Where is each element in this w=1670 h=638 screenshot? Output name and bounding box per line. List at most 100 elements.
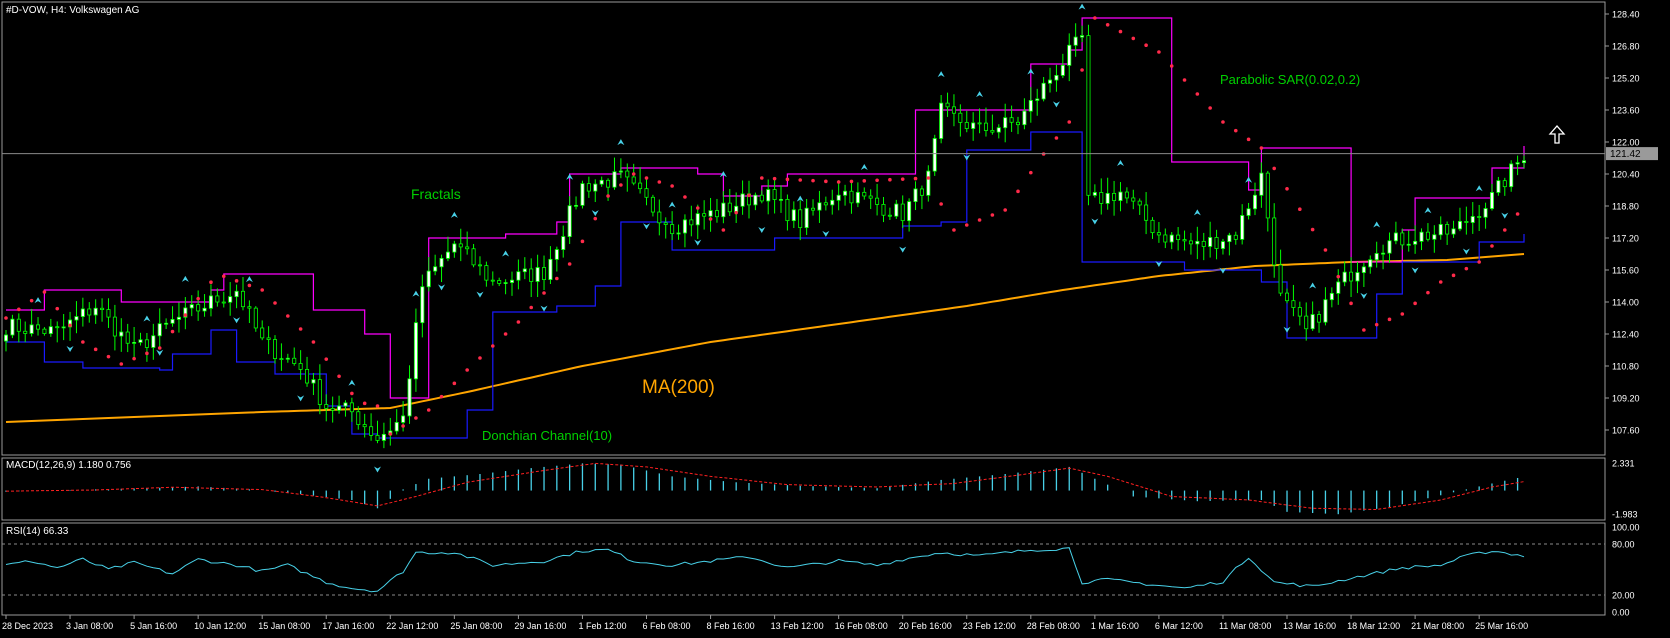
fractal-up-icon xyxy=(412,290,420,297)
price-tick-label: 120.40 xyxy=(1612,170,1640,180)
fractal-down-icon xyxy=(1411,267,1419,274)
sar-dot xyxy=(465,368,469,372)
sar-dot xyxy=(593,216,598,221)
candle xyxy=(798,200,803,241)
candle xyxy=(1272,203,1277,278)
sar-dot xyxy=(1054,136,1059,140)
candle xyxy=(1080,25,1085,43)
candle xyxy=(407,365,412,424)
sar-dot xyxy=(1451,273,1456,278)
sar-dot xyxy=(926,176,931,180)
candle xyxy=(1227,232,1232,256)
sar-dot xyxy=(170,329,175,334)
sar-dot xyxy=(644,176,649,180)
sar-dot xyxy=(1259,146,1264,150)
candle xyxy=(260,320,265,341)
sar-dot xyxy=(836,180,841,184)
main-panel[interactable] xyxy=(1,1,1606,456)
sar-dot xyxy=(1336,274,1341,279)
rsi-tick-label: 20.00 xyxy=(1612,591,1635,601)
fractal-up-icon xyxy=(1078,3,1086,10)
candle xyxy=(1003,103,1008,143)
candle xyxy=(61,314,66,341)
candle xyxy=(1329,287,1334,308)
candle xyxy=(708,197,713,232)
candle xyxy=(151,323,156,360)
symbol-title: #D-VOW, H4: Volkswagen AG xyxy=(6,5,140,16)
sar-dot xyxy=(1298,207,1302,211)
sar-dot xyxy=(708,217,713,221)
time-tick-label: 11 Mar 08:00 xyxy=(1219,621,1271,631)
sar-dot xyxy=(17,307,21,312)
price-tick-label: 126.80 xyxy=(1612,42,1640,52)
sar-dot xyxy=(439,394,444,399)
candle xyxy=(875,183,880,216)
candle xyxy=(176,302,181,333)
candle xyxy=(753,192,758,211)
candle xyxy=(55,321,60,343)
rsi-panel[interactable] xyxy=(1,522,1606,616)
candle xyxy=(1445,221,1450,245)
time-tick-label: 23 Feb 12:00 xyxy=(963,621,1016,631)
sar-dot xyxy=(1093,16,1097,20)
candle xyxy=(714,198,719,223)
candle xyxy=(87,302,92,323)
rsi-tick-label: 100.00 xyxy=(1612,523,1640,533)
candle xyxy=(702,200,707,230)
time-tick-label: 16 Feb 08:00 xyxy=(835,621,888,631)
fractal-down-icon xyxy=(643,223,651,230)
sar-dot xyxy=(849,179,854,184)
time-tick-label: 17 Jan 16:00 xyxy=(322,621,374,631)
sar-dot xyxy=(529,305,534,310)
candle xyxy=(1246,202,1251,220)
sar-dot xyxy=(209,280,213,285)
candle xyxy=(567,196,572,245)
sar-dot xyxy=(1310,227,1315,232)
candle xyxy=(554,246,559,272)
candle xyxy=(298,350,303,380)
candle xyxy=(977,108,982,134)
sar-dot xyxy=(734,210,738,215)
fractal-up-icon xyxy=(617,139,625,146)
macd-panel[interactable] xyxy=(1,457,1606,521)
candle xyxy=(881,196,886,223)
candle xyxy=(907,198,912,232)
candle xyxy=(1496,176,1501,196)
time-tick-label: 22 Jan 12:00 xyxy=(386,621,438,631)
candle xyxy=(202,294,207,317)
candle xyxy=(625,163,630,192)
candle xyxy=(1240,204,1245,245)
sar-dot xyxy=(388,432,393,436)
candle xyxy=(1381,244,1386,270)
candle xyxy=(1220,238,1225,255)
candle xyxy=(234,284,239,309)
candle xyxy=(337,395,342,414)
candle xyxy=(740,180,745,215)
sar-dot xyxy=(196,296,200,301)
candle xyxy=(990,114,995,135)
candle xyxy=(1361,262,1366,288)
sar-dot xyxy=(977,218,982,222)
candle xyxy=(1368,255,1373,274)
candle xyxy=(1195,226,1200,260)
candle xyxy=(1144,192,1149,235)
candle xyxy=(1156,222,1161,243)
candle xyxy=(926,165,931,202)
candle xyxy=(1400,228,1405,250)
candle xyxy=(1016,116,1021,135)
candle xyxy=(1009,105,1014,132)
sar-dot xyxy=(1362,328,1366,332)
candle xyxy=(1188,232,1193,255)
candle xyxy=(817,190,822,223)
candle xyxy=(1304,302,1309,341)
sar-dot xyxy=(798,178,803,182)
sar-dot xyxy=(1323,248,1328,252)
candle xyxy=(689,205,694,237)
candle xyxy=(452,240,457,258)
price-tick-label: 123.60 xyxy=(1612,106,1640,116)
current-price-box xyxy=(1606,147,1658,161)
candle xyxy=(1131,189,1136,210)
candle xyxy=(811,199,816,216)
rsi-tick-label: 80.00 xyxy=(1612,540,1635,550)
